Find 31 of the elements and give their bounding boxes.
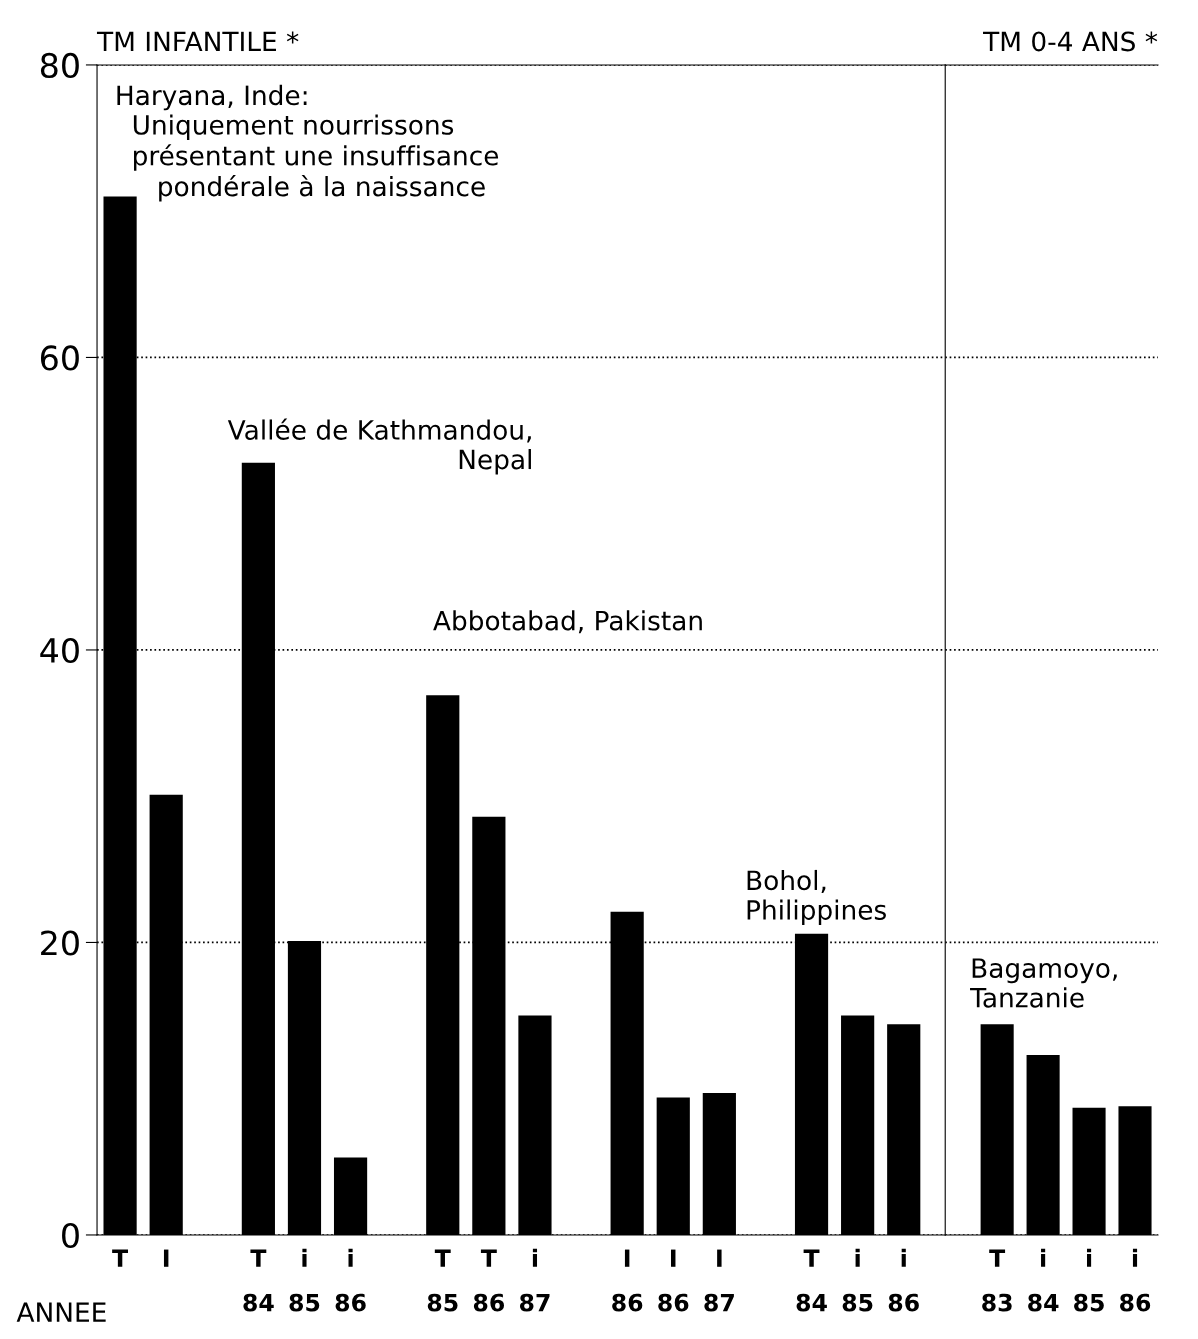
x-tick-label: I 86 xyxy=(658,1249,689,1312)
x-tick-label: T 84 xyxy=(796,1249,827,1312)
x-tick-label: T xyxy=(112,1249,129,1267)
y-tick-label: 60 xyxy=(40,345,79,371)
x-tick-label: T 84 xyxy=(243,1249,274,1312)
chart-title: TM 0-4 ANS * xyxy=(983,31,1158,52)
x-tick-label: i 84 xyxy=(1028,1248,1059,1312)
x-tick-label: i 85 xyxy=(1074,1248,1104,1312)
y-tick-label: 0 xyxy=(62,1222,79,1249)
y-tick-label: 40 xyxy=(40,637,79,664)
chart-title: TM INFANTILE * xyxy=(96,31,299,52)
x-tick-label: I xyxy=(163,1249,169,1267)
annotation: Bohol, Philippines xyxy=(747,869,886,925)
x-tick-label: I 87 xyxy=(704,1249,734,1312)
y-tick-label: 20 xyxy=(41,930,79,956)
x-tick-label: i 85 xyxy=(842,1248,873,1312)
annotation: Abbotabad, Pakistan xyxy=(433,610,702,634)
x-tick-label: I 86 xyxy=(612,1249,643,1312)
x-tick-label: i 86 xyxy=(335,1248,366,1312)
annotation: Bagamoyo, Tanzanie xyxy=(970,958,1117,1008)
annotation: Vallée de Kathmandou, Nepal xyxy=(227,418,531,475)
x-tick-label: T 83 xyxy=(982,1249,1012,1312)
y-tick-label: 80 xyxy=(40,52,79,79)
x-axis-title: ANNEE xyxy=(16,1302,106,1322)
x-tick-label: i 86 xyxy=(888,1248,919,1312)
x-tick-label: T 85 xyxy=(427,1249,458,1312)
x-tick-label: i 86 xyxy=(1120,1248,1151,1312)
annotation: Haryana, Inde: Uniquement nourrissons présentant une insuffisance pondérale à la naissance xyxy=(117,84,499,202)
x-tick-label: i 87 xyxy=(519,1248,550,1312)
x-tick-label: T 86 xyxy=(473,1249,505,1312)
x-tick-label: i 85 xyxy=(289,1248,320,1312)
